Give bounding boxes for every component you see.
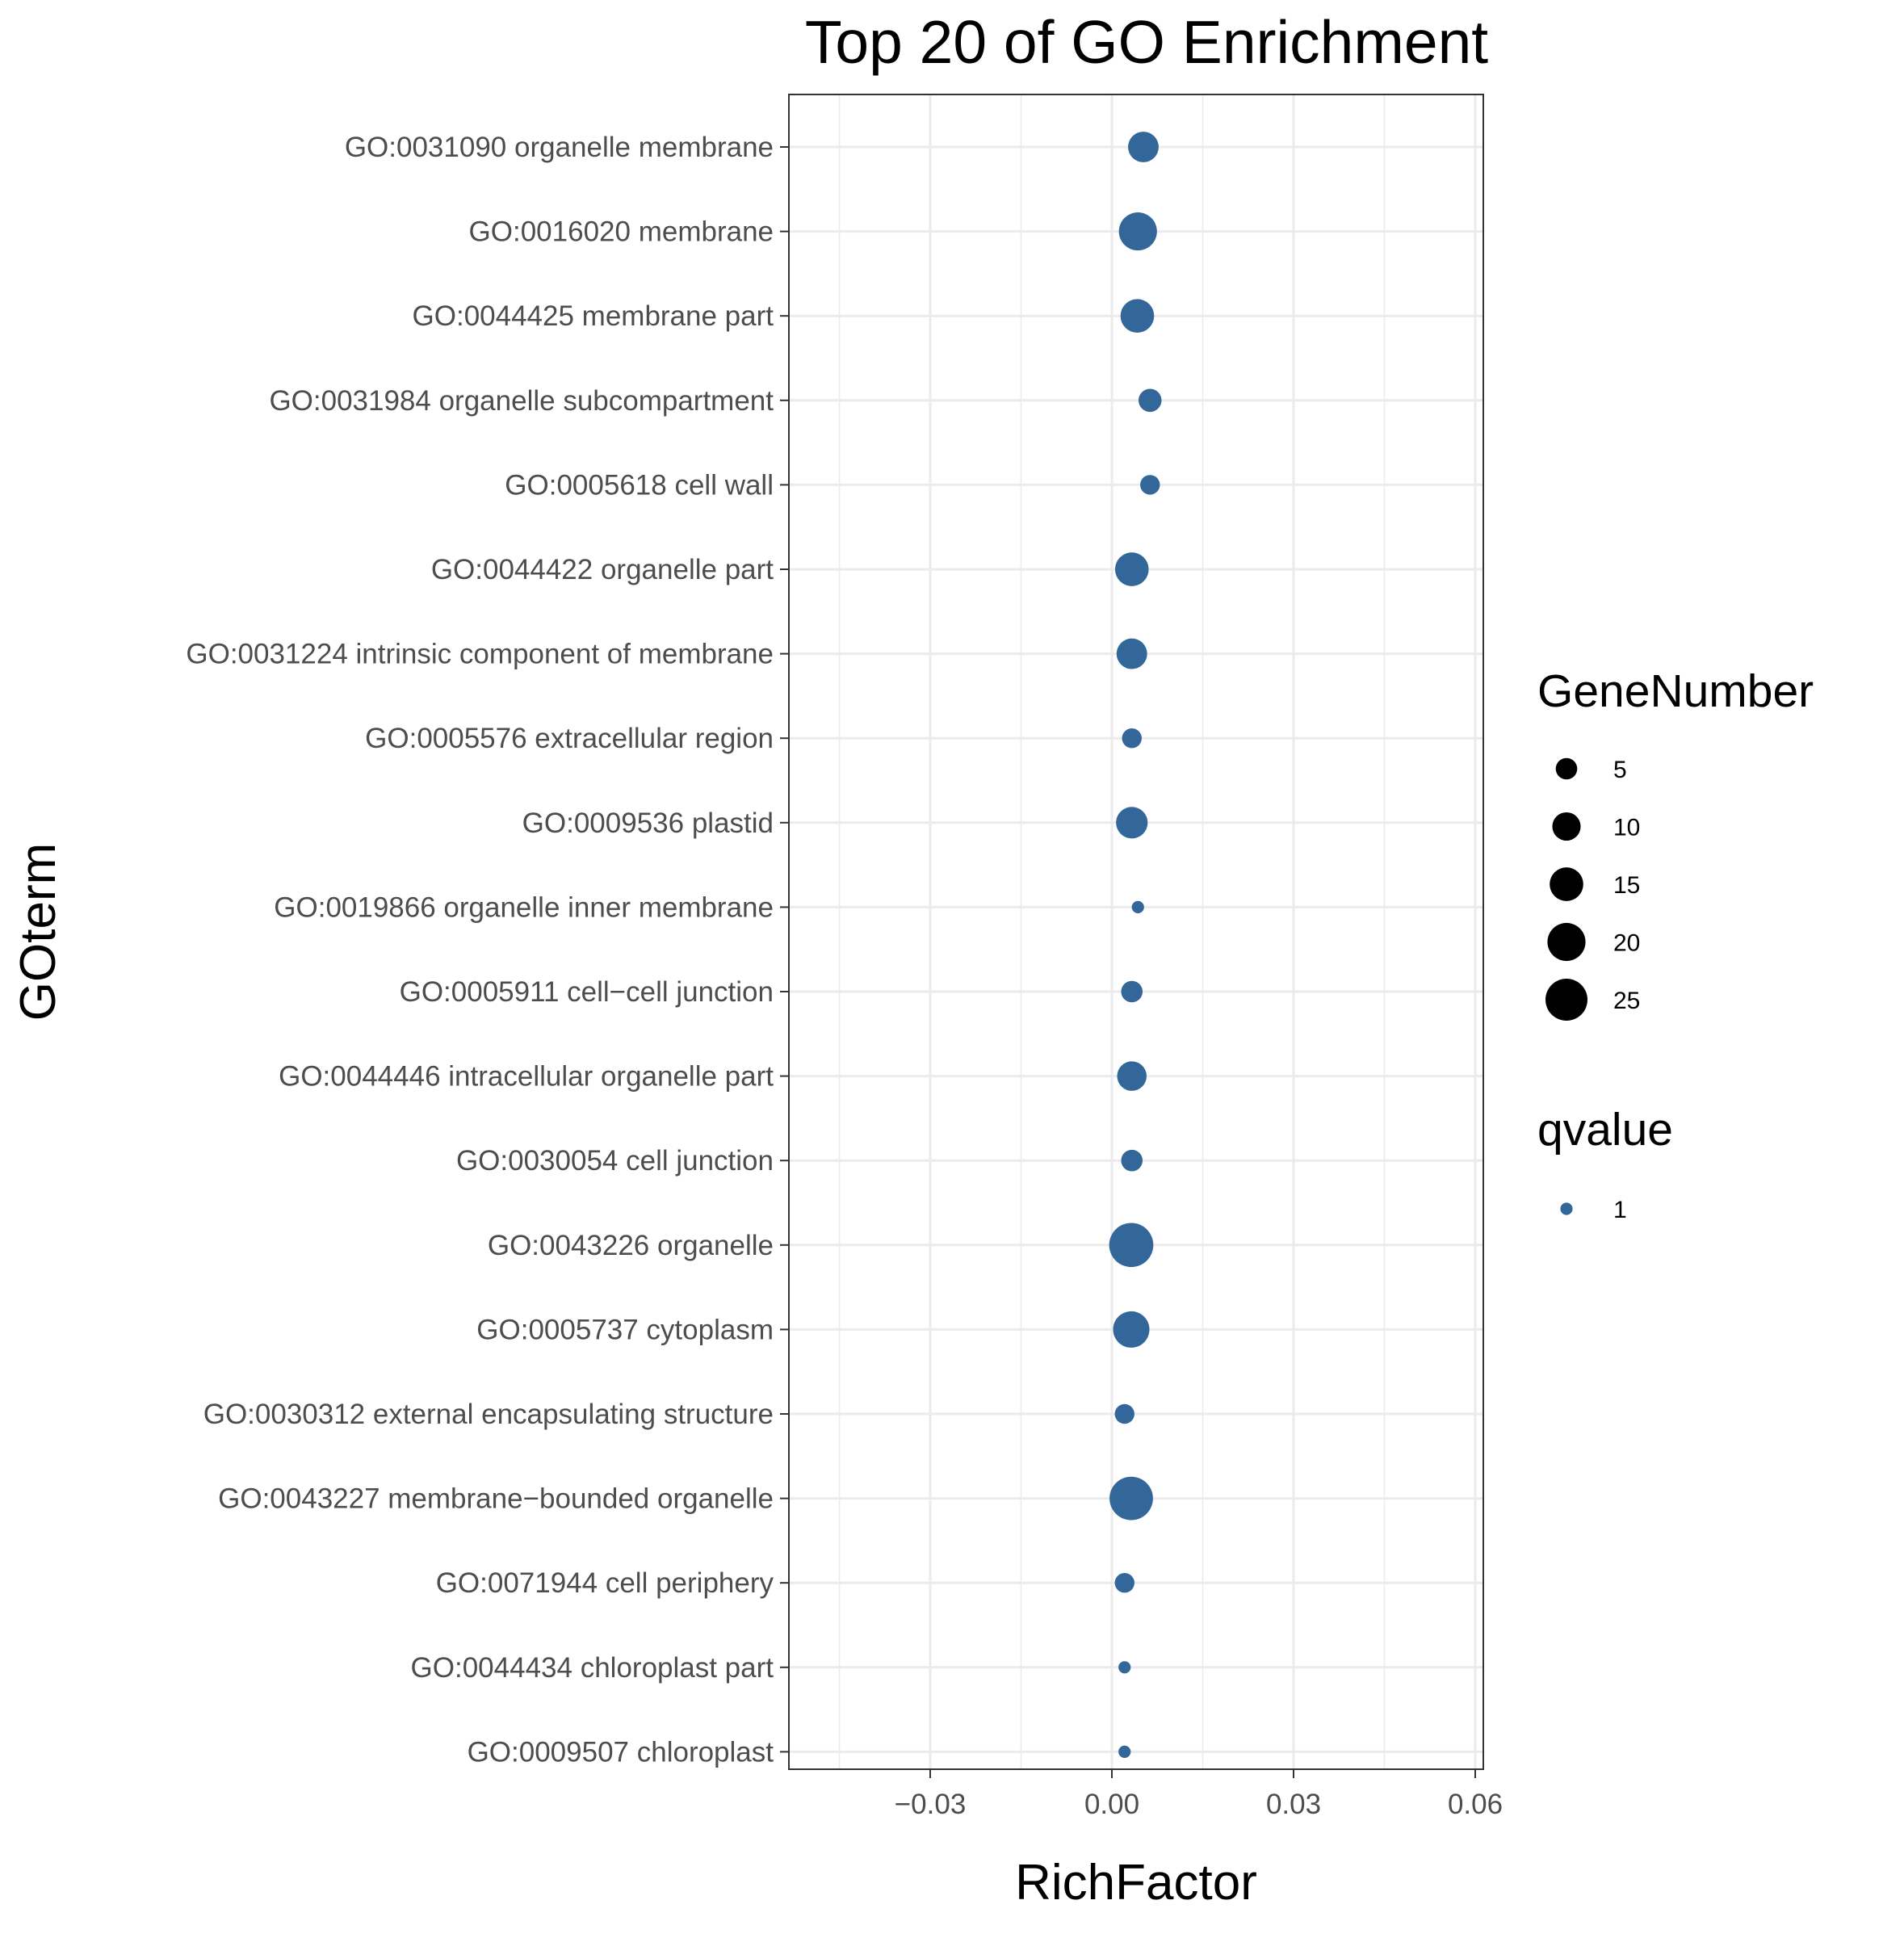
x-tick-label: −0.03: [895, 1789, 967, 1820]
y-tick-label: GO:0071944 cell periphery: [436, 1567, 774, 1599]
y-tick-label: GO:0031984 organelle subcompartment: [269, 385, 774, 417]
legend: GeneNumber 5 10 15 20 25 qvalue 1: [1537, 665, 1814, 1223]
legend-size-entries: 5 10 15 20 25: [1545, 757, 1640, 1021]
data-point: [1114, 1573, 1134, 1593]
y-axis-title: GOterm: [10, 843, 66, 1021]
data-point: [1116, 807, 1148, 839]
legend-size-key: [1547, 922, 1586, 962]
y-tick-label: GO:0030054 cell junction: [456, 1145, 774, 1177]
legend-size-label: 20: [1613, 930, 1640, 957]
y-tick-label: GO:0031224 intrinsic component of membra…: [186, 639, 774, 670]
data-point: [1138, 388, 1162, 413]
y-tick-label: GO:0044434 chloroplast part: [411, 1652, 774, 1684]
y-axis: GO:0031090 organelle membrane GO:0016020 …: [186, 132, 789, 1768]
data-point: [1116, 638, 1147, 669]
data-point: [1117, 1061, 1147, 1091]
legend-color-key: [1560, 1202, 1573, 1215]
legend-size-key: [1545, 979, 1587, 1021]
data-points: [1109, 132, 1162, 1758]
data-point: [1114, 1403, 1134, 1424]
y-tick-label: GO:0044425 membrane part: [413, 300, 774, 332]
data-point: [1118, 1661, 1131, 1674]
data-point: [1114, 552, 1149, 586]
legend-size-label: 25: [1613, 988, 1640, 1014]
x-tick-label: 0.00: [1084, 1789, 1139, 1820]
data-point: [1121, 980, 1143, 1003]
legend-size-key: [1552, 812, 1581, 841]
legend-size-title: GeneNumber: [1537, 665, 1814, 717]
data-point: [1113, 1311, 1150, 1348]
y-tick-label: GO:0044422 organelle part: [431, 554, 774, 585]
x-tick-label: 0.06: [1448, 1789, 1503, 1820]
y-tick-label: GO:0005737 cytoplasm: [476, 1314, 774, 1345]
data-point: [1121, 1149, 1143, 1172]
y-tick-label: GO:0019866 organelle inner membrane: [274, 891, 774, 923]
data-point: [1120, 299, 1155, 333]
legend-color-title: qvalue: [1537, 1104, 1673, 1156]
y-tick-label: GO:0009536 plastid: [522, 808, 774, 839]
legend-color-entries: 1: [1560, 1197, 1627, 1223]
legend-size-label: 10: [1613, 815, 1640, 841]
chart-title: Top 20 of GO Enrichment: [805, 8, 1488, 76]
y-tick-label: GO:0009507 chloroplast: [468, 1736, 774, 1768]
data-point: [1122, 728, 1142, 749]
legend-size-key: [1550, 867, 1583, 901]
y-tick-label: GO:0030312 external encapsulating struct…: [203, 1399, 774, 1430]
y-tick-label: GO:0031090 organelle membrane: [345, 132, 774, 163]
data-point: [1118, 1745, 1131, 1758]
x-axis: −0.03 0.00 0.03 0.06: [895, 1769, 1503, 1820]
legend-size-label: 5: [1613, 757, 1627, 783]
y-tick-label: GO:0005576 extracellular region: [365, 723, 774, 754]
y-tick-label: GO:0005618 cell wall: [505, 469, 774, 501]
data-point: [1131, 900, 1144, 913]
y-tick-label: GO:0044446 intracellular organelle part: [279, 1061, 774, 1093]
y-tick-label: GO:0016020 membrane: [469, 216, 774, 248]
plot-panel-border: [788, 94, 1484, 1770]
x-tick-label: 0.03: [1266, 1789, 1321, 1820]
y-tick-label: GO:0043226 organelle: [488, 1230, 774, 1261]
data-point: [1140, 475, 1160, 495]
x-axis-title: RichFactor: [1015, 1855, 1257, 1911]
legend-color-label: 1: [1613, 1197, 1627, 1223]
data-point: [1109, 1223, 1154, 1268]
data-point: [1118, 212, 1157, 251]
y-tick-label: GO:0005911 cell−cell junction: [400, 976, 774, 1008]
legend-size-label: 15: [1613, 872, 1640, 899]
data-point: [1109, 1476, 1153, 1521]
y-tick-label: GO:0043227 membrane−bounded organelle: [218, 1483, 774, 1515]
data-point: [1128, 132, 1159, 162]
legend-size-key: [1555, 757, 1578, 780]
